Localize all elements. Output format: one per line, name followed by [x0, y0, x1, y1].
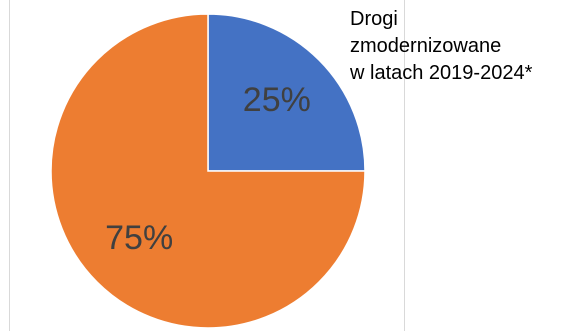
pie-labels: 25% 75%	[105, 81, 311, 257]
chart-title-line-1: Drogi	[350, 8, 398, 30]
chart-area-border	[9, 0, 405, 331]
pie-slice-1	[207, 13, 366, 172]
pie-slices	[50, 13, 366, 329]
pie-slice-label-1: 25%	[243, 81, 311, 119]
pie-slice-label-2: 75%	[105, 219, 173, 257]
chart-title-line-2: zmodernizowane	[350, 35, 502, 57]
chart-title-line-3: w latach 2019-2024*	[350, 62, 533, 84]
chart-title: Drogi zmodernizowane w latach 2019-2024*	[350, 6, 532, 87]
pie-slice-2	[50, 13, 366, 329]
